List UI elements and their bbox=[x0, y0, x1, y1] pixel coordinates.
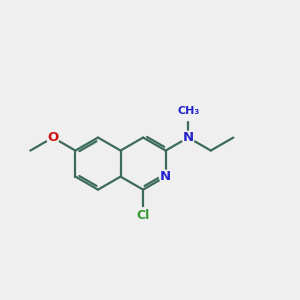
Circle shape bbox=[135, 208, 151, 224]
Circle shape bbox=[46, 131, 59, 144]
Circle shape bbox=[179, 102, 197, 121]
Text: N: N bbox=[183, 131, 194, 144]
Circle shape bbox=[159, 170, 172, 183]
Text: CH₃: CH₃ bbox=[177, 106, 200, 116]
Text: N: N bbox=[160, 170, 171, 183]
Circle shape bbox=[182, 131, 195, 144]
Text: O: O bbox=[47, 131, 58, 144]
Text: Cl: Cl bbox=[136, 209, 150, 222]
